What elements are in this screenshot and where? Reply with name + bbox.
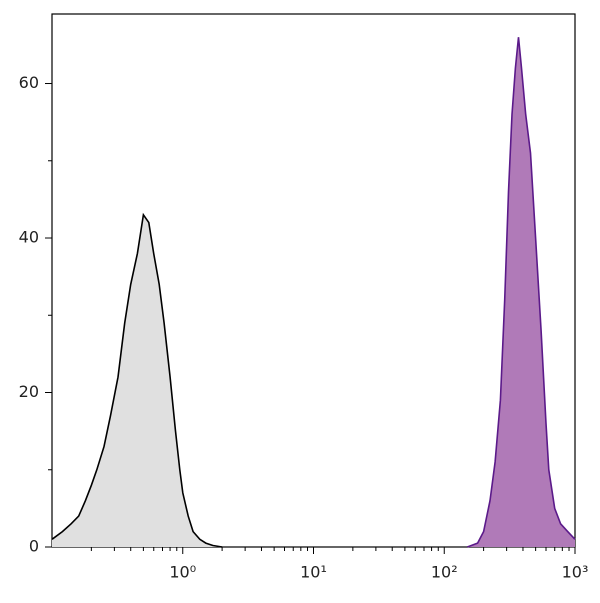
y-tick-label: 40	[19, 228, 39, 247]
x-tick-label: 10²	[431, 563, 458, 582]
y-tick-label: 0	[29, 537, 39, 556]
histogram-area	[52, 214, 223, 548]
x-tick-label: 10¹	[300, 563, 327, 582]
y-tick-label: 20	[19, 382, 39, 401]
histogram-line	[467, 37, 576, 548]
histogram-line	[51, 212, 223, 548]
x-tick-label: 10⁰	[169, 563, 196, 582]
y-tick-label: 60	[19, 73, 39, 92]
histogram-area	[467, 37, 575, 547]
x-tick-label: 10³	[562, 563, 589, 582]
